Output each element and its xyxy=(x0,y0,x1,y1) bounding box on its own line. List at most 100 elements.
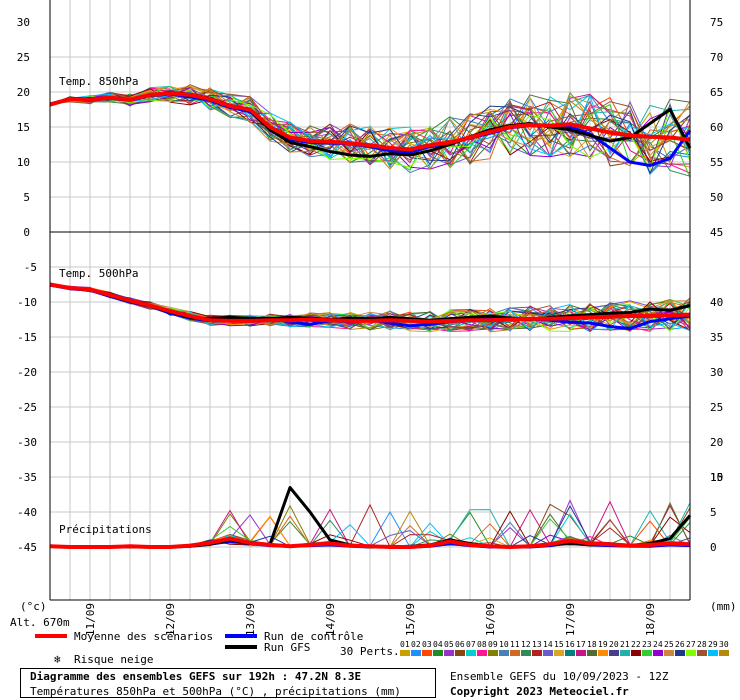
ensemble-member-line xyxy=(49,88,691,171)
pert-number-label: 13 xyxy=(532,640,542,649)
pert-color-swatch xyxy=(642,650,652,656)
pert-number-label: 30 xyxy=(719,640,729,649)
y-tick-label-right: 35 xyxy=(710,331,723,344)
pert-color-swatch xyxy=(653,650,663,656)
y-tick-label-right: 25 xyxy=(710,401,723,414)
y-tick-label-right: 70 xyxy=(710,51,723,64)
run-info: Ensemble GEFS du 10/09/2023 - 12Z xyxy=(450,670,669,683)
x-date-label: 16/09 xyxy=(484,603,497,636)
pert-number-label: 08 xyxy=(477,640,487,649)
chart-legend: Moyenne des scénarios Run de contrôleRun … xyxy=(35,630,729,666)
y-tick-label-left: -25 xyxy=(17,401,37,414)
pert-color-swatch xyxy=(543,650,553,656)
pert-number-label: 09 xyxy=(488,640,498,649)
x-date-label: 17/09 xyxy=(564,603,577,636)
snowflake-icon: ❄ xyxy=(54,653,61,666)
ensemble-member-line xyxy=(49,88,691,161)
ensemble-member-line xyxy=(49,87,691,170)
legend-control-label: Run de contrôle xyxy=(264,630,363,643)
pert-color-swatch xyxy=(477,650,487,656)
ensemble-member-line xyxy=(49,85,691,159)
pert-color-swatch xyxy=(521,650,531,656)
ensemble-member-line xyxy=(49,85,691,166)
y-tick-label-right: 50 xyxy=(710,191,723,204)
pert-color-swatch xyxy=(400,650,410,656)
pert-number-label: 07 xyxy=(466,640,476,649)
legend-snow-label: Risque neige xyxy=(74,653,153,666)
pert-number-label: 14 xyxy=(543,640,553,649)
pert-number-label: 24 xyxy=(653,640,663,649)
info-box xyxy=(20,668,436,698)
y-tick-label-left: -35 xyxy=(17,471,37,484)
y-tick-label-right: 55 xyxy=(710,156,723,169)
y-tick-label-left: -45 xyxy=(17,541,37,554)
y-tick-label-left: 15 xyxy=(17,121,30,134)
chart-subtitle: Températures 850hPa et 500hPa (°C) , pré… xyxy=(30,685,401,698)
pert-color-swatch xyxy=(719,650,729,656)
y-tick-label-right: 75 xyxy=(710,16,723,29)
precip-panel: Précipitations xyxy=(49,486,692,549)
y-tick-label-right: 20 xyxy=(710,436,723,449)
pert-color-swatch xyxy=(411,650,421,656)
panel-label: Temp. 850hPa xyxy=(59,75,138,88)
x-date-label: 12/09 xyxy=(164,603,177,636)
pert-number-label: 26 xyxy=(675,640,685,649)
pert-color-swatch xyxy=(444,650,454,656)
x-date-label: 18/09 xyxy=(644,603,657,636)
pert-number-label: 23 xyxy=(642,640,652,649)
ensemble-member-line xyxy=(49,84,691,165)
pert-color-swatch xyxy=(631,650,641,656)
pert-color-swatch xyxy=(697,650,707,656)
y-tick-label-right: 45 xyxy=(710,226,723,239)
pert-color-swatch xyxy=(466,650,476,656)
pert-color-swatch xyxy=(455,650,465,656)
pert-number-label: 12 xyxy=(521,640,531,649)
pert-color-swatch xyxy=(708,650,718,656)
mean-series-line xyxy=(49,536,691,549)
y-tick-label-right: 65 xyxy=(710,86,723,99)
pert-number-label: 01 xyxy=(400,640,410,649)
pert-color-swatch xyxy=(433,650,443,656)
pert-color-swatch xyxy=(664,650,674,656)
pert-number-label: 27 xyxy=(686,640,696,649)
y-tick-label-right: 30 xyxy=(710,366,723,379)
y-tick-label-right: 0 xyxy=(710,541,717,554)
y-tick-label-left: 30 xyxy=(17,16,30,29)
x-date-label: 11/09 xyxy=(84,603,97,636)
legend-gfs-label: Run GFS xyxy=(264,641,310,654)
pert-number-label: 05 xyxy=(444,640,454,649)
y-tick-label-left: -10 xyxy=(17,296,37,309)
pert-number-label: 18 xyxy=(587,640,597,649)
legend-mean-label: Moyenne des scénarios xyxy=(74,630,213,643)
x-date-label: 14/09 xyxy=(324,603,337,636)
pert-number-label: 29 xyxy=(708,640,718,649)
legend-perts-label: 30 Perts. xyxy=(340,645,400,658)
pert-color-swatch xyxy=(554,650,564,656)
panel-label: Temp. 500hPa xyxy=(59,267,138,280)
pert-color-swatch xyxy=(499,650,509,656)
y-tick-label-right: 15 xyxy=(710,471,723,484)
pert-color-swatch xyxy=(532,650,542,656)
pert-number-label: 04 xyxy=(433,640,443,649)
right-unit-label: (mm) xyxy=(710,600,737,613)
pert-color-swatch xyxy=(620,650,630,656)
ensemble-member-line xyxy=(49,87,691,165)
pert-number-label: 03 xyxy=(422,640,432,649)
y-tick-label-right: 5 xyxy=(710,506,717,519)
pert-color-swatch xyxy=(510,650,520,656)
y-tick-label-left: -30 xyxy=(17,436,37,449)
pert-color-swatch xyxy=(422,650,432,656)
temp850-panel: Temp. 850hPa xyxy=(49,75,692,178)
pert-number-label: 20 xyxy=(609,640,619,649)
left-unit-label: (°c) xyxy=(20,600,47,613)
pert-number-label: 15 xyxy=(554,640,564,649)
altitude-label: Alt. 670m xyxy=(10,616,70,629)
pert-number-label: 17 xyxy=(576,640,586,649)
y-tick-label-left: -20 xyxy=(17,366,37,379)
y-tick-label-left: -15 xyxy=(17,331,37,344)
copyright: Copyright 2023 Meteociel.fr xyxy=(450,685,629,698)
y-tick-label-right: 40 xyxy=(710,296,723,309)
pert-number-label: 19 xyxy=(598,640,608,649)
x-date-label: 15/09 xyxy=(404,603,417,636)
